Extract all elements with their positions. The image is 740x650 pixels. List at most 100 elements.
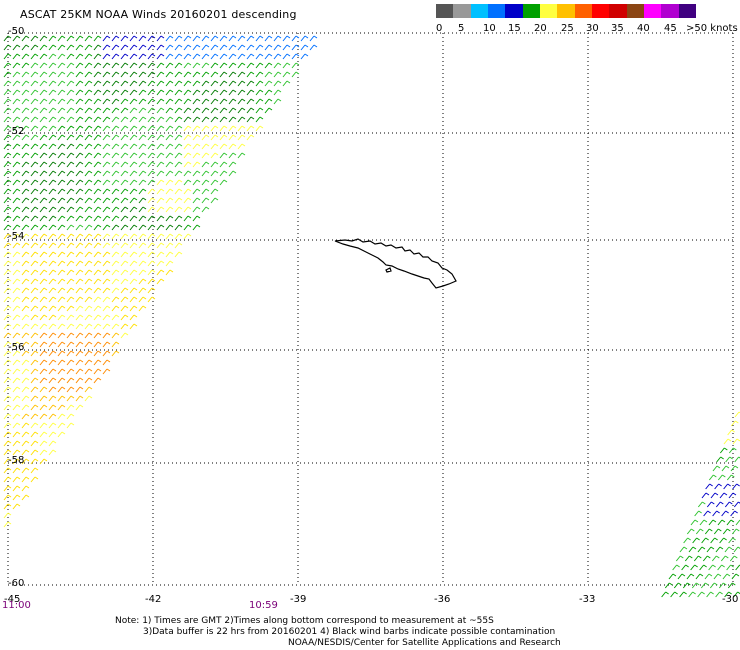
wind-barb: [93, 296, 102, 303]
wind-barb: [156, 134, 165, 141]
wind-barb: [679, 546, 688, 553]
wind-barb: [111, 314, 120, 321]
wind-barb: [84, 71, 93, 78]
wind-barb: [682, 582, 691, 589]
wind-barb: [726, 564, 734, 571]
south-georgia-outline: [334, 238, 457, 289]
wind-barb: [111, 80, 120, 87]
wind-barb: [165, 179, 174, 186]
wind-barb: [129, 125, 138, 132]
wind-barb: [75, 107, 84, 114]
wind-barb: [264, 62, 273, 69]
wind-barb: [681, 564, 689, 571]
wind-barb: [694, 510, 702, 517]
wind-barb: [30, 215, 39, 222]
color-swatch: [574, 4, 593, 18]
wind-barb: [3, 449, 12, 456]
wind-barb: [156, 62, 165, 69]
wind-barb: [57, 188, 66, 195]
wind-barb: [120, 206, 129, 213]
wind-barb: [165, 188, 174, 195]
wind-barb: [75, 368, 84, 375]
wind-barb: [192, 107, 201, 114]
wind-barb: [165, 215, 174, 222]
wind-barb: [192, 62, 201, 69]
wind-barb: [710, 492, 719, 499]
wind-barb: [165, 89, 174, 96]
wind-barb: [255, 71, 264, 78]
wind-barb: [93, 35, 102, 42]
wind-barb: [201, 116, 210, 123]
wind-barb: [210, 134, 219, 141]
wind-barb: [12, 476, 21, 483]
wind-barb: [147, 125, 156, 132]
wind-barb: [291, 62, 300, 69]
wind-barb: [174, 143, 183, 150]
wind-barb: [237, 62, 246, 69]
wind-barb: [3, 503, 12, 510]
wind-barb: [183, 98, 192, 105]
wind-barb: [192, 53, 201, 60]
wind-barb: [670, 591, 678, 598]
wind-barb: [39, 206, 48, 213]
wind-barb: [156, 188, 165, 195]
wind-barb: [93, 152, 102, 159]
wind-barb: [66, 53, 75, 60]
wind-barb: [147, 98, 156, 105]
wind-barb: [30, 404, 39, 411]
wind-barb: [210, 125, 219, 132]
wind-barb: [138, 35, 147, 42]
wind-barb: [66, 35, 75, 42]
wind-barb: [300, 35, 309, 42]
wind-barb: [75, 206, 84, 213]
wind-barb: [84, 197, 93, 204]
wind-barb: [732, 438, 740, 445]
wind-barb: [102, 71, 111, 78]
wind-barb: [21, 107, 30, 114]
wind-barb: [165, 197, 174, 204]
wind-barb: [138, 242, 147, 249]
wind-barb: [156, 179, 165, 186]
wind-barb: [3, 341, 12, 348]
wind-barb: [66, 395, 75, 402]
wind-barb: [183, 152, 192, 159]
wind-barb: [717, 564, 725, 571]
wind-barb: [165, 152, 174, 159]
wind-barb: [183, 215, 192, 222]
wind-barb: [138, 80, 147, 87]
wind-barb: [699, 519, 708, 526]
wind-barb: [93, 125, 102, 132]
wind-barb: [210, 62, 219, 69]
wind-barb: [39, 431, 48, 438]
wind-barb: [3, 269, 12, 276]
wind-barb: [721, 465, 730, 472]
color-swatch: [522, 4, 541, 18]
wind-barb: [93, 215, 102, 222]
wind-barb: [21, 125, 30, 132]
wind-barb: [111, 332, 120, 339]
wind-barb: [21, 350, 30, 357]
wind-barb: [120, 143, 129, 150]
wind-barb: [30, 386, 39, 393]
wind-barb: [3, 215, 12, 222]
wind-barb: [66, 404, 75, 411]
wind-barb: [48, 152, 57, 159]
wind-barb: [201, 62, 210, 69]
wind-barb: [138, 62, 147, 69]
wind-barb: [174, 125, 183, 132]
wind-barb: [48, 278, 57, 285]
wind-barb: [57, 422, 66, 429]
wind-barb: [84, 314, 93, 321]
wind-barb: [138, 179, 147, 186]
wind-barb: [75, 314, 84, 321]
wind-barb: [3, 242, 12, 249]
wind-barb: [3, 458, 12, 465]
wind-barb: [84, 269, 93, 276]
wind-barb: [30, 260, 39, 267]
color-scale-label: 10: [483, 23, 496, 34]
wind-barb: [174, 98, 183, 105]
wind-barb: [3, 44, 12, 51]
wind-barb: [66, 350, 75, 357]
wind-barb: [111, 242, 120, 249]
wind-barb: [120, 161, 129, 168]
